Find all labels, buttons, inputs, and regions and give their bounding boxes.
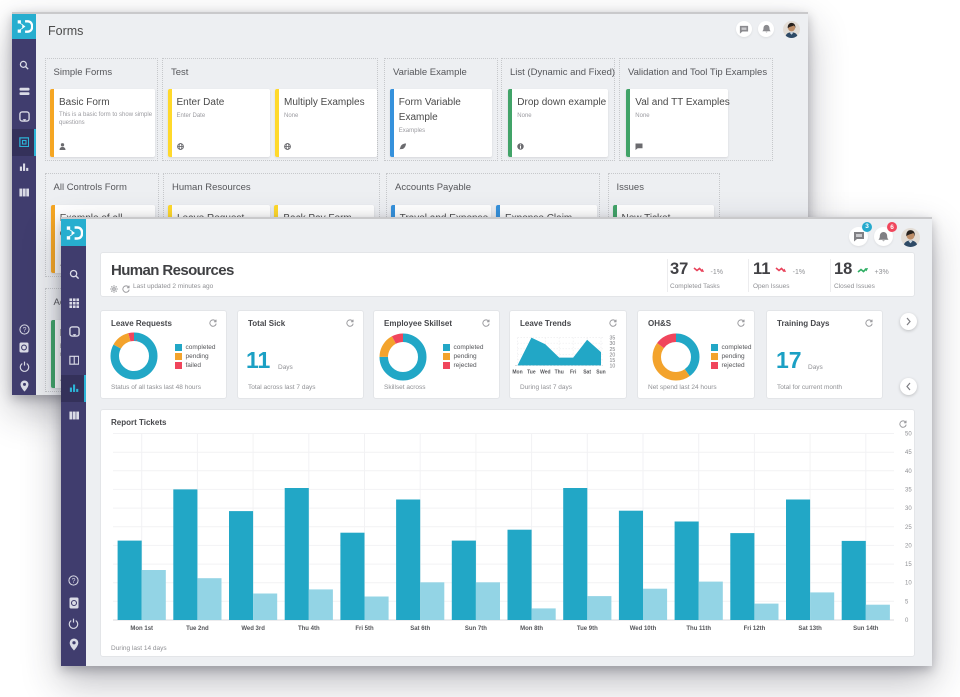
svg-text:Tue: Tue xyxy=(527,370,536,376)
svg-text:5: 5 xyxy=(905,599,909,605)
svg-text:Mon 8th: Mon 8th xyxy=(520,626,543,632)
svg-text:Thu 11th: Thu 11th xyxy=(686,626,711,632)
svg-text:20: 20 xyxy=(905,543,912,549)
svg-text:Mon 1st: Mon 1st xyxy=(130,626,153,632)
svg-text:10: 10 xyxy=(610,363,616,369)
svg-text:Fri 5th: Fri 5th xyxy=(355,626,374,632)
svg-text:Sat 6th: Sat 6th xyxy=(410,626,430,632)
svg-text:20: 20 xyxy=(610,352,616,358)
svg-text:15: 15 xyxy=(610,358,616,364)
svg-text:?: ? xyxy=(22,327,26,334)
svg-text:Fri: Fri xyxy=(570,370,577,376)
svg-text:25: 25 xyxy=(610,347,616,353)
svg-text:Mon: Mon xyxy=(512,370,522,376)
svg-text:Thu 4th: Thu 4th xyxy=(298,626,320,632)
svg-text:Sun 14th: Sun 14th xyxy=(853,626,879,632)
svg-text:?: ? xyxy=(72,578,76,585)
svg-text:30: 30 xyxy=(905,506,912,512)
svg-text:Sun: Sun xyxy=(596,370,605,376)
svg-text:35: 35 xyxy=(905,487,912,493)
svg-text:45: 45 xyxy=(905,450,912,456)
svg-text:Thu: Thu xyxy=(555,370,564,376)
svg-text:Sat 13th: Sat 13th xyxy=(798,626,822,632)
svg-text:0: 0 xyxy=(905,618,909,624)
svg-text:40: 40 xyxy=(905,469,912,475)
svg-text:Tue 9th: Tue 9th xyxy=(577,626,598,632)
svg-text:10: 10 xyxy=(905,581,912,587)
svg-text:Sun 7th: Sun 7th xyxy=(465,626,487,632)
svg-text:Sat: Sat xyxy=(583,370,591,376)
svg-text:Tue 2nd: Tue 2nd xyxy=(186,626,209,632)
svg-text:15: 15 xyxy=(905,562,912,568)
svg-text:25: 25 xyxy=(905,525,912,531)
svg-text:35: 35 xyxy=(610,336,616,342)
svg-text:50: 50 xyxy=(905,432,912,438)
svg-text:Wed: Wed xyxy=(540,370,550,376)
svg-text:Wed 10th: Wed 10th xyxy=(630,626,657,632)
svg-text:Fri 12th: Fri 12th xyxy=(744,626,766,632)
svg-text:30: 30 xyxy=(610,341,616,347)
svg-text:Wed 3rd: Wed 3rd xyxy=(241,626,265,632)
